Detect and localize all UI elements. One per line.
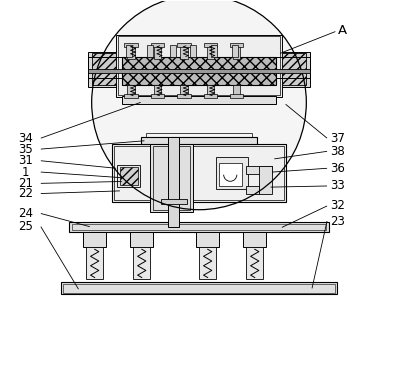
Bar — [131, 232, 153, 247]
Text: 25: 25 — [18, 220, 33, 233]
Bar — [180, 85, 188, 96]
Bar — [63, 284, 335, 293]
Text: 34: 34 — [18, 132, 33, 145]
Bar — [196, 232, 219, 247]
Bar — [126, 45, 133, 57]
Bar — [246, 166, 273, 174]
Circle shape — [92, 0, 306, 210]
Bar — [122, 57, 276, 85]
Bar — [150, 144, 193, 212]
Bar — [168, 137, 179, 227]
Text: 37: 37 — [330, 132, 345, 145]
Text: 24: 24 — [18, 207, 33, 220]
Bar — [177, 43, 191, 46]
Bar — [177, 94, 191, 98]
Bar — [278, 51, 310, 87]
Bar — [88, 57, 310, 78]
Bar — [118, 36, 280, 95]
Bar — [151, 43, 164, 46]
Text: A: A — [338, 24, 347, 37]
Bar — [246, 247, 263, 279]
Bar — [230, 43, 244, 46]
Bar — [244, 232, 266, 247]
Text: 1: 1 — [21, 166, 29, 178]
Bar — [122, 96, 276, 104]
Text: 33: 33 — [330, 180, 345, 192]
Bar — [147, 45, 153, 57]
Bar — [233, 85, 240, 96]
Bar — [199, 247, 216, 279]
Text: 38: 38 — [330, 145, 345, 158]
Text: 32: 32 — [330, 200, 345, 212]
Text: 31: 31 — [18, 154, 33, 167]
Bar — [88, 69, 310, 73]
Text: 23: 23 — [330, 214, 345, 228]
Bar — [151, 94, 164, 98]
Bar — [92, 53, 116, 85]
Bar — [154, 44, 161, 59]
Bar — [232, 45, 238, 57]
Text: 35: 35 — [18, 143, 33, 156]
Bar — [180, 44, 188, 59]
Bar — [259, 166, 273, 194]
Bar — [125, 94, 138, 98]
Text: 36: 36 — [330, 162, 345, 175]
Bar — [114, 146, 284, 200]
Bar — [203, 43, 217, 46]
Bar — [83, 232, 106, 247]
Bar — [153, 146, 190, 210]
Bar — [219, 163, 242, 186]
Bar — [207, 85, 214, 96]
Bar — [69, 222, 329, 232]
Bar — [207, 44, 214, 59]
Bar — [154, 85, 161, 96]
Bar — [133, 247, 150, 279]
Bar — [146, 133, 252, 137]
Bar — [116, 35, 282, 97]
Bar — [246, 186, 259, 194]
Bar — [170, 45, 176, 57]
Bar — [230, 94, 244, 98]
Bar — [233, 44, 240, 59]
Bar — [61, 282, 337, 294]
Bar — [112, 144, 286, 202]
Bar — [127, 44, 135, 59]
Bar — [216, 157, 248, 189]
Bar — [211, 45, 217, 57]
Bar — [88, 51, 120, 87]
Text: 22: 22 — [18, 187, 33, 200]
Bar — [86, 247, 103, 279]
Bar — [127, 85, 135, 96]
Bar — [117, 164, 140, 187]
Bar — [282, 53, 306, 85]
Bar — [72, 224, 326, 231]
Text: 21: 21 — [18, 177, 33, 190]
Bar — [140, 137, 258, 144]
Bar — [190, 45, 196, 57]
Bar — [122, 36, 276, 44]
Bar — [160, 199, 187, 204]
Bar — [125, 43, 138, 46]
Bar — [119, 167, 138, 185]
Bar — [203, 94, 217, 98]
